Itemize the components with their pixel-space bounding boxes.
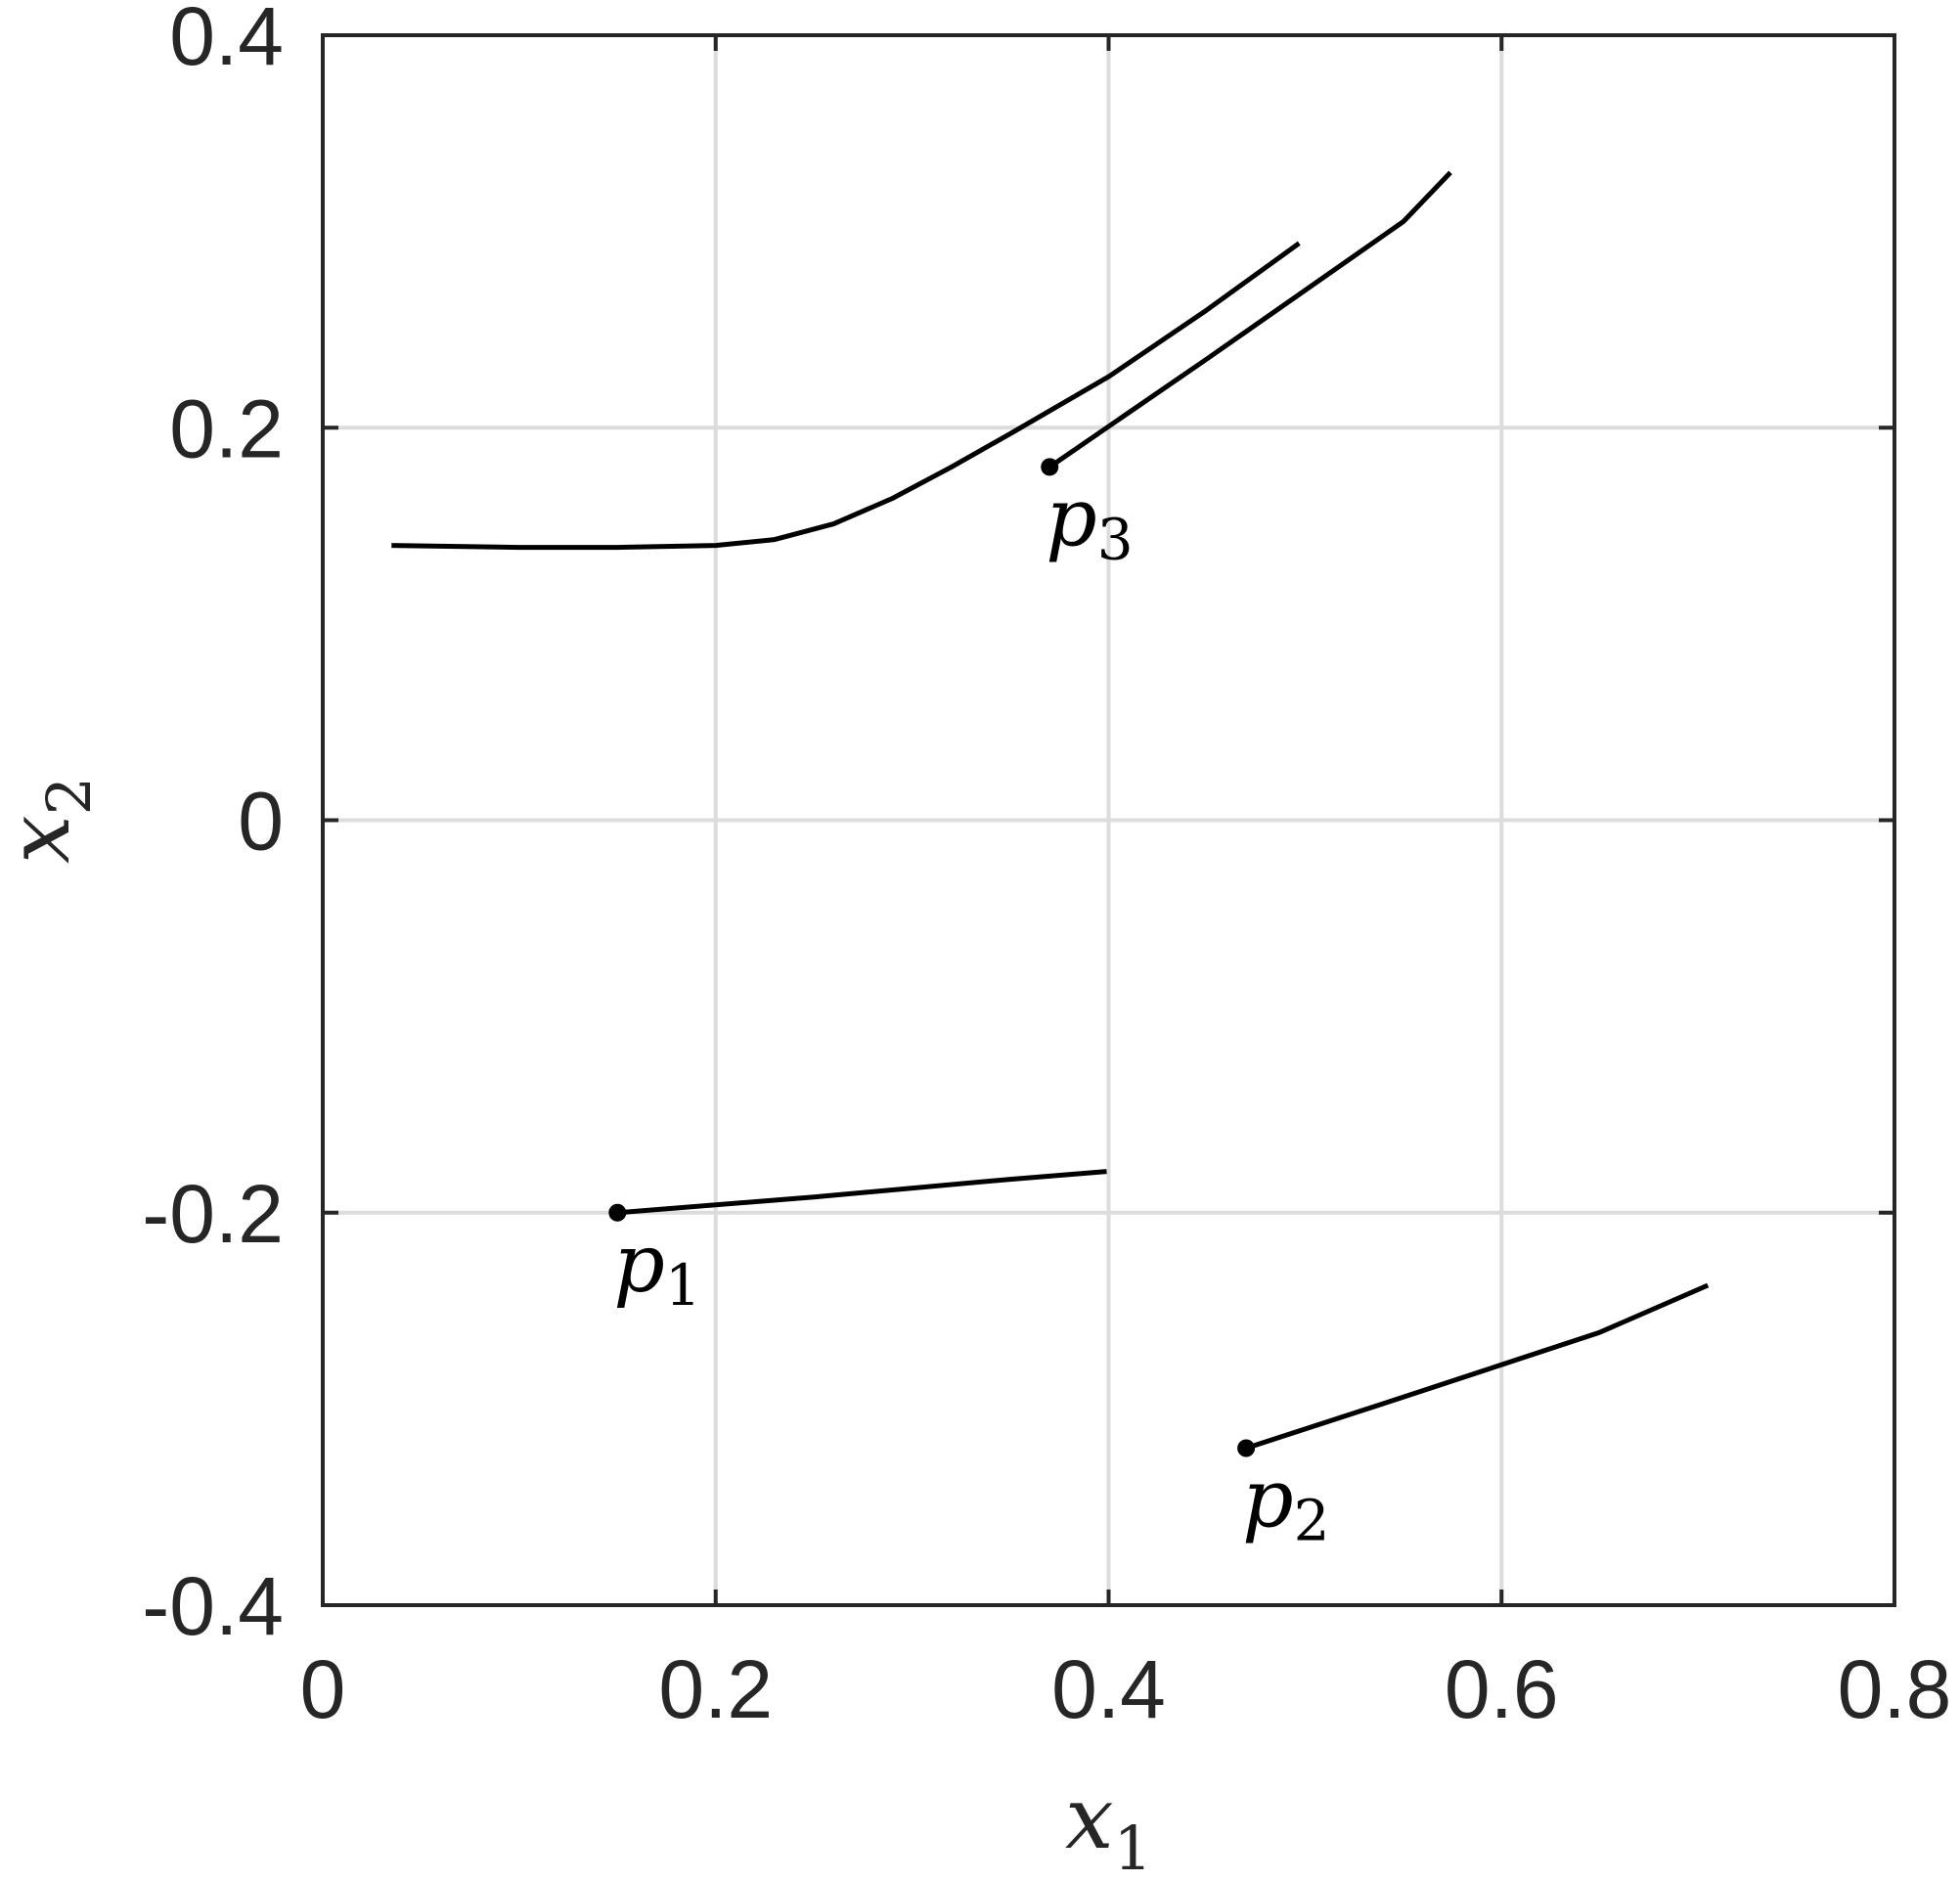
x-axis-label-main: x <box>1065 1768 1114 1868</box>
point-label-sub: 2 <box>1294 1488 1330 1554</box>
trajectory-line <box>1245 1282 1710 1451</box>
point-label-main: p <box>1046 471 1097 564</box>
y-axis-label: x2 <box>0 777 105 864</box>
point-label: p2 <box>1242 1454 1329 1554</box>
x-axis-label-sub: 1 <box>1114 1813 1152 1881</box>
point-label-main: p <box>1242 1454 1294 1546</box>
grid-lines <box>321 33 1896 1607</box>
point-label: p3 <box>1046 471 1133 572</box>
x-tick-label: 0.8 <box>1838 1643 1952 1735</box>
point-label: p1 <box>613 1218 700 1319</box>
y-axis-label-main: x <box>0 815 89 864</box>
trajectory-line <box>1047 170 1452 470</box>
axis-ticks <box>321 33 1896 1607</box>
y-tick-label: -0.2 <box>142 1168 284 1260</box>
y-tick-label: 0.4 <box>169 0 284 82</box>
y-tick-label: 0 <box>238 776 284 868</box>
trajectory-line <box>617 1169 1107 1216</box>
y-tick-label: 0.2 <box>169 382 284 474</box>
series-lines <box>391 170 1710 1457</box>
x-tick-label: 0.2 <box>658 1643 773 1735</box>
point-label-sub: 1 <box>665 1252 701 1319</box>
point-label-main: p <box>613 1218 665 1311</box>
x-tick-label: 0.6 <box>1445 1643 1559 1735</box>
tick-labels: 0 0.2 0.4 0.6 0.8 -0.4 -0.2 0 0.2 0.4 <box>142 0 1951 1735</box>
y-axis-label-sub: 2 <box>33 777 105 815</box>
point-label-sub: 3 <box>1097 506 1134 572</box>
trajectory-line <box>391 241 1301 551</box>
start-point-marker <box>1041 458 1059 476</box>
y-tick-label: -0.4 <box>142 1560 284 1652</box>
x-axis-label: x1 <box>1065 1768 1152 1881</box>
start-point-marker <box>1237 1439 1256 1457</box>
start-point-marker <box>608 1203 627 1222</box>
x-tick-label: 0 <box>300 1643 346 1735</box>
x-tick-label: 0.4 <box>1051 1643 1166 1735</box>
